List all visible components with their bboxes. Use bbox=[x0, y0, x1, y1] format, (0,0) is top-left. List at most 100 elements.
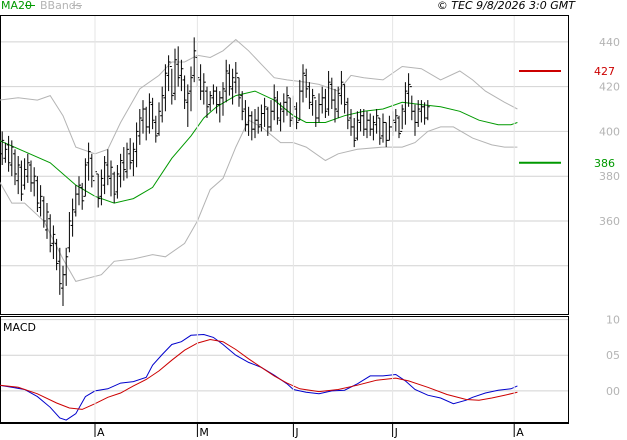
price-bars bbox=[0, 37, 430, 307]
ohlc-bar bbox=[25, 153, 30, 183]
ohlc-bar bbox=[6, 135, 11, 172]
ohlc-bar bbox=[105, 149, 110, 186]
ohlc-bar bbox=[64, 247, 69, 286]
x-tick-label: A bbox=[516, 426, 524, 439]
ohlc-bar bbox=[48, 214, 53, 253]
ohlc-bar bbox=[400, 104, 405, 132]
ohlc-bar bbox=[169, 65, 174, 105]
ohlc-bar bbox=[41, 196, 46, 228]
ohlc-bar bbox=[275, 91, 280, 125]
ohlc-bar bbox=[342, 83, 347, 114]
price-tick-label: 420 bbox=[599, 81, 620, 94]
macd-lines bbox=[0, 333, 518, 421]
ohlc-bar bbox=[134, 122, 139, 168]
ohlc-bar bbox=[326, 70, 331, 116]
price-level-label: 386 bbox=[594, 157, 615, 170]
ohlc-bar bbox=[374, 109, 379, 134]
ohlc-bar bbox=[355, 111, 360, 141]
ohlc-bar bbox=[336, 86, 341, 118]
ohlc-bar bbox=[205, 86, 209, 118]
ohlc-bar bbox=[77, 176, 81, 206]
ohlc-bar bbox=[96, 173, 101, 208]
macd-y-ticks: 10 05 00 bbox=[606, 314, 620, 398]
ohlc-bar bbox=[371, 115, 376, 141]
ohlc-bar bbox=[54, 238, 59, 271]
ohlc-bar bbox=[0, 157, 1, 159]
ohlc-bar bbox=[262, 97, 267, 127]
x-tick-label: M bbox=[199, 426, 209, 439]
ohlc-bar bbox=[121, 147, 126, 181]
ohlc-bar bbox=[118, 153, 123, 188]
ohlc-bar bbox=[3, 142, 8, 163]
ohlc-bar bbox=[89, 153, 94, 188]
ohlc-bar bbox=[221, 82, 225, 116]
ohlc-bar bbox=[425, 100, 430, 121]
ohlc-bar bbox=[192, 37, 197, 83]
x-tick-label: J bbox=[294, 426, 298, 439]
ohlc-bar bbox=[179, 59, 184, 92]
ohlc-bar bbox=[285, 86, 289, 116]
ohlc-bar bbox=[9, 140, 14, 177]
ohlc-bar bbox=[125, 142, 129, 179]
ohlc-bar bbox=[137, 109, 142, 145]
ohlc-bar bbox=[416, 100, 421, 127]
ohlc-bar bbox=[345, 97, 350, 130]
macd-panel-frame bbox=[0, 316, 569, 423]
ohlc-bar bbox=[51, 225, 56, 260]
ohlc-bar bbox=[397, 115, 401, 139]
ohlc-bar bbox=[131, 142, 136, 177]
ohlc-bar bbox=[83, 158, 88, 197]
ohlc-bar bbox=[157, 102, 161, 136]
ohlc-bar bbox=[109, 160, 113, 197]
ohlc-bar bbox=[377, 117, 382, 145]
ohlc-bar bbox=[86, 142, 91, 181]
ohlc-bar bbox=[22, 158, 27, 190]
ohlc-bar bbox=[153, 115, 158, 143]
ohlc-bar bbox=[150, 97, 155, 130]
ohlc-bar bbox=[393, 109, 398, 132]
ohlc-bar bbox=[294, 102, 299, 130]
x-tick-label: A bbox=[97, 426, 105, 439]
price-tick-label: 440 bbox=[599, 36, 620, 49]
ohlc-bar bbox=[339, 70, 344, 105]
ohlc-bar bbox=[272, 84, 277, 121]
ohlc-bar bbox=[230, 68, 235, 105]
macd-series-line bbox=[0, 338, 518, 410]
macd-tick-label: 05 bbox=[606, 349, 620, 362]
macd-title: MACD bbox=[3, 321, 36, 334]
x-tick-label: J bbox=[394, 426, 398, 439]
ohlc-bar bbox=[0, 131, 5, 165]
price-tick-label: 400 bbox=[599, 125, 620, 138]
ohlc-bar bbox=[240, 91, 245, 121]
ohlc-bar bbox=[307, 82, 312, 110]
ohlc-bar bbox=[256, 106, 261, 134]
ohlc-bar bbox=[166, 55, 171, 92]
ohlc-bar bbox=[352, 117, 357, 148]
ohlc-bar bbox=[99, 169, 104, 206]
price-tick-label: 380 bbox=[599, 170, 620, 183]
ohlc-bar bbox=[333, 88, 337, 123]
ohlc-bar bbox=[323, 88, 328, 118]
ohlc-bar bbox=[189, 66, 193, 112]
price-level-label: 427 bbox=[594, 65, 615, 78]
ohlc-bar bbox=[112, 171, 117, 204]
price-y-ticks: 440 420 400 380 360 bbox=[599, 36, 620, 228]
legend-bbands: BBands bbox=[40, 0, 82, 12]
ohlc-bar bbox=[176, 46, 181, 87]
ohlc-bar bbox=[45, 203, 49, 239]
ohlc-bar bbox=[13, 149, 17, 186]
ohlc-bar bbox=[16, 156, 21, 195]
ohlc-bar bbox=[115, 165, 120, 199]
ohlc-bar bbox=[70, 198, 75, 237]
ohlc-bar bbox=[32, 167, 37, 197]
ohlc-bar bbox=[406, 73, 411, 107]
copyright-timestamp: © TEC 9/8/2026 3:0 GMT bbox=[437, 0, 576, 12]
macd-tick-label: 10 bbox=[606, 314, 620, 327]
ohlc-bar bbox=[80, 182, 85, 210]
ohlc-bar bbox=[163, 64, 168, 112]
ohlc-bar bbox=[128, 138, 133, 170]
price-levels: 427 386 bbox=[519, 65, 615, 170]
ohlc-bar bbox=[224, 59, 229, 103]
price-tick-label: 360 bbox=[599, 215, 620, 228]
